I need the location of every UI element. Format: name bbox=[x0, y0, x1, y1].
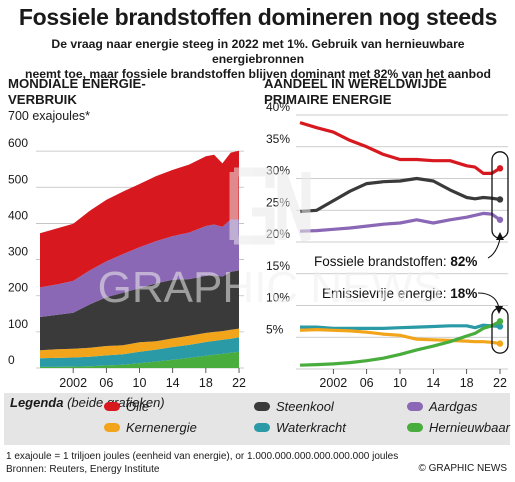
left-x-tick-2002: 2002 bbox=[59, 376, 87, 390]
legend-label-waterkracht: Waterkracht bbox=[276, 420, 346, 435]
emission-free-label: Emissievrije energie: 18% bbox=[322, 286, 477, 301]
left-y-tick-400: 400 bbox=[8, 208, 28, 222]
legend-label-hernieuwbaar: Hernieuwbaar bbox=[429, 420, 510, 435]
emission-arrowhead bbox=[495, 306, 503, 314]
charts-svg: 0 100 200 300 400 500 600 2002 06 10 14 18 22 5% 10%… bbox=[8, 100, 509, 390]
legend-label-aardgas: Aardgas bbox=[429, 399, 478, 414]
page-subtitle: De vraag naar energie steeg in 2022 met … bbox=[8, 37, 508, 82]
area-olie bbox=[40, 150, 239, 288]
right-y-tick-5: 5% bbox=[266, 322, 284, 336]
subtitle-line-2: neemt toe, maar fossiele brandstoffen bl… bbox=[25, 67, 491, 81]
area-aardgas bbox=[40, 219, 239, 317]
legend-title-bold: Legenda bbox=[10, 395, 64, 410]
right-x-tick-2002: 2002 bbox=[319, 376, 347, 390]
credit: © GRAPHIC NEWS bbox=[418, 463, 508, 474]
left-x-tick-2010: 10 bbox=[133, 376, 147, 390]
emission-free-text: Emissievrije energie: bbox=[322, 286, 450, 301]
right-y-tick-10: 10% bbox=[266, 291, 290, 305]
watermark-n-mark bbox=[277, 170, 311, 242]
legend-swatch-steenkool bbox=[254, 402, 270, 411]
sources-text: Bronnen: Reuters, Energy Institute bbox=[6, 464, 160, 475]
fossil-share-label: Fossiele brandstoffen: 82% bbox=[314, 254, 477, 269]
line-olie bbox=[299, 121, 501, 175]
legend-label-kernenergie: Kernenergie bbox=[126, 420, 197, 435]
subtitle-line-1: De vraag naar energie steeg in 2022 met … bbox=[51, 37, 465, 66]
endpoint-steenkool bbox=[496, 196, 504, 203]
watermark-g-mark bbox=[229, 167, 275, 245]
left-y-tick-labels: 0 100 200 300 400 500 600 bbox=[8, 136, 28, 367]
endpoint-aardgas bbox=[496, 216, 504, 223]
right-line-chart bbox=[299, 121, 504, 367]
line-waterkracht bbox=[300, 323, 501, 330]
left-x-tick-2006: 06 bbox=[99, 376, 113, 390]
left-unit-label: 700 exajoules* bbox=[8, 109, 91, 123]
fossil-share-value: 82% bbox=[450, 254, 477, 269]
emission-free-value: 18% bbox=[450, 286, 477, 301]
left-x-tick-2018: 18 bbox=[199, 376, 213, 390]
endpoint-hernieuwbaar bbox=[496, 318, 504, 325]
left-x-tick-2014: 14 bbox=[166, 376, 180, 390]
right-x-tick-2006: 06 bbox=[360, 376, 374, 390]
endpoint-kernenergie bbox=[496, 340, 504, 347]
left-y-tick-0: 0 bbox=[8, 353, 15, 367]
area-kernenergie bbox=[40, 328, 239, 359]
page-title: Fossiele brandstoffen domineren nog stee… bbox=[18, 4, 498, 30]
legend-swatch-waterkracht bbox=[254, 423, 270, 432]
right-x-tick-2010: 10 bbox=[393, 376, 407, 390]
right-x-tick-2014: 14 bbox=[426, 376, 440, 390]
right-x-tick-2022: 22 bbox=[493, 376, 507, 390]
footnote: 1 exajoule = 1 triljoen joules (eenheid … bbox=[6, 450, 398, 476]
left-area-chart bbox=[40, 150, 239, 368]
area-hernieuwbaar bbox=[40, 351, 239, 368]
legend-swatch-aardgas bbox=[407, 402, 423, 411]
area-waterkracht bbox=[40, 337, 239, 367]
left-y-tick-600: 600 bbox=[8, 136, 28, 150]
right-title-line-2: PRIMAIRE ENERGIE bbox=[264, 92, 392, 107]
right-y-tick-15: 15% bbox=[266, 259, 290, 273]
legend-swatch-olie bbox=[104, 402, 120, 411]
left-x-tick-labels: 2002 06 10 14 18 22 bbox=[59, 368, 246, 390]
right-panel-title: AANDEEL IN WERELDWIJDE PRIMAIRE ENERGIE bbox=[264, 76, 447, 108]
fossil-highlight-ring bbox=[491, 151, 509, 239]
legend-swatch-hernieuwbaar bbox=[407, 423, 423, 432]
fossil-arrowhead bbox=[496, 232, 504, 240]
legend-label-olie: Olie bbox=[126, 399, 150, 414]
legend-label-steenkool: Steenkool bbox=[276, 399, 334, 414]
right-x-tick-labels: 2002 06 10 14 18 22 bbox=[319, 369, 507, 390]
left-x-tick-2022: 22 bbox=[232, 376, 246, 390]
left-y-tick-100: 100 bbox=[8, 317, 28, 331]
emission-label-bg bbox=[320, 283, 480, 303]
line-steenkool bbox=[299, 176, 501, 214]
annotations: Fossiele brandstoffen: 82% Emissievrije e… bbox=[311, 151, 509, 354]
fossil-label-bg bbox=[311, 251, 488, 271]
right-x-tick-2018: 18 bbox=[460, 376, 474, 390]
right-y-tick-40: 40% bbox=[266, 100, 290, 114]
legend: Legenda (beide grafieken) Olie Steenkool A… bbox=[4, 393, 510, 445]
fossil-share-text: Fossiele brandstoffen: bbox=[314, 254, 450, 269]
line-kernenergie bbox=[299, 328, 501, 346]
footnote-text: 1 exajoule = 1 triljoen joules (eenheid … bbox=[6, 451, 399, 462]
line-aardgas bbox=[299, 211, 501, 233]
left-title-line-1: MONDIALE ENERGIE- bbox=[8, 76, 146, 91]
left-title-line-2: VERBRUIK bbox=[8, 92, 77, 107]
area-steenkool bbox=[40, 270, 239, 351]
right-y-tick-35: 35% bbox=[266, 132, 290, 146]
watermark-logo: GRAPHIC NEWS bbox=[98, 167, 443, 312]
left-y-tick-200: 200 bbox=[8, 281, 28, 295]
right-gridlines bbox=[296, 114, 508, 370]
watermark-text: GRAPHIC NEWS bbox=[98, 263, 443, 312]
line-hernieuwbaar bbox=[299, 319, 501, 367]
right-title-line-1: AANDEEL IN WERELDWIJDE bbox=[264, 76, 447, 91]
left-panel-title: MONDIALE ENERGIE- VERBRUIK bbox=[8, 76, 146, 108]
right-y-tick-labels: 5%10%15%20%25%30%35%40% bbox=[266, 100, 290, 336]
endpoint-olie bbox=[496, 165, 504, 172]
endpoint-waterkracht bbox=[496, 323, 504, 330]
legend-swatch-kernenergie bbox=[104, 423, 120, 432]
left-y-tick-500: 500 bbox=[8, 172, 28, 186]
left-y-tick-300: 300 bbox=[8, 245, 28, 259]
